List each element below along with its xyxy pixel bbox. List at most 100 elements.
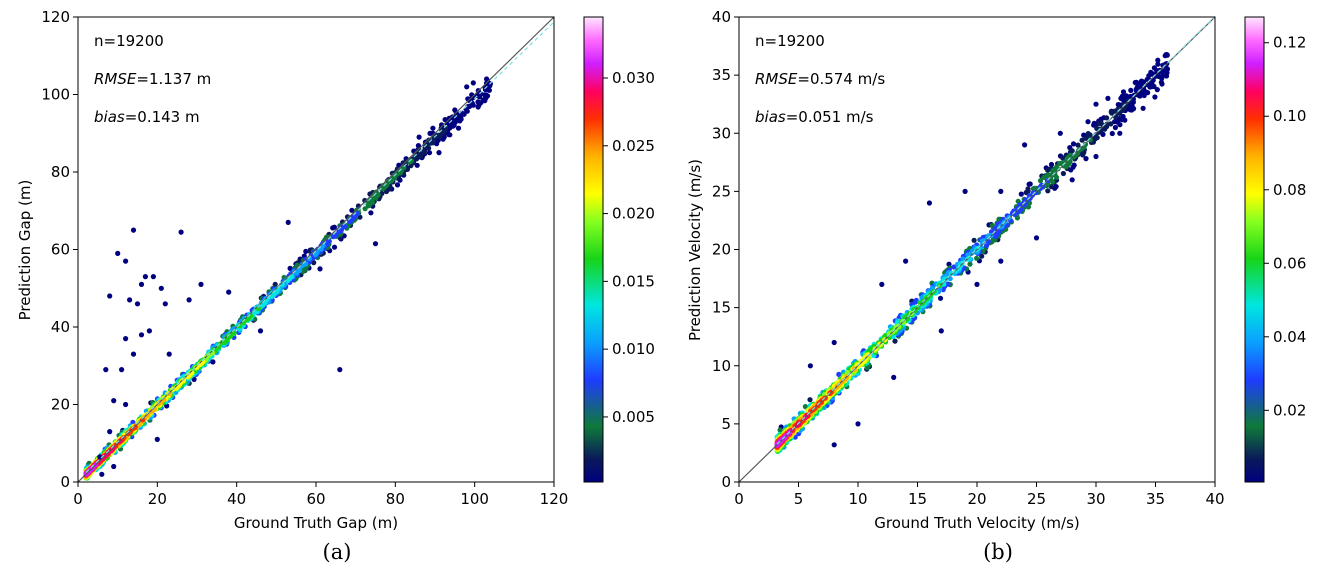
x-tick-label: 20 (148, 490, 167, 508)
scatter-point (303, 248, 309, 254)
panel-b: 0 5 10 15 20 25 30 35 40 0 5 10 15 20 25 30 35 40 n=19200… (686, 8, 1306, 564)
scatter-point (1037, 178, 1044, 184)
scatter-point (417, 151, 423, 157)
x-tick-label: 5 (794, 490, 804, 508)
scatter-point (1048, 161, 1055, 168)
outlier-point (1164, 66, 1170, 72)
outlier-point (962, 188, 968, 194)
x-tick-label: 25 (1027, 490, 1046, 508)
outlier-point (1022, 142, 1028, 148)
scatter-point (331, 244, 338, 250)
outlier-point (142, 274, 148, 280)
scatter-point (1154, 87, 1160, 93)
y-tick-label: 30 (712, 124, 731, 142)
y-axis-label-b: Prediction Velocity (m/s) (686, 159, 704, 341)
scatter-point (1060, 155, 1066, 161)
y-tick-label: 100 (41, 86, 70, 104)
scatter-point (414, 162, 420, 168)
outlier-point (317, 266, 323, 272)
outlier-point (831, 339, 837, 346)
outlier-point (138, 332, 145, 338)
outlier-point (123, 336, 129, 342)
outlier-point (1093, 101, 1099, 107)
y-tick-label: 60 (51, 241, 70, 259)
outlier-point (926, 200, 933, 206)
y-tick-label: 80 (51, 163, 70, 181)
y-tick-label: 15 (712, 299, 731, 317)
outlier-point (127, 297, 133, 303)
y-tick-label: 35 (712, 66, 731, 84)
bias-annotation-b: bias=0.051 m/s (755, 108, 874, 126)
colorbar-gradient (583, 16, 604, 483)
outlier-point (186, 297, 192, 303)
y-tick-label: 10 (712, 357, 731, 375)
y-axis-label-a: Prediction Gap (m) (16, 180, 34, 321)
outlier-point (130, 227, 137, 233)
x-axis-label-a: Ground Truth Gap (m) (234, 514, 398, 532)
scatter-point (1163, 73, 1170, 79)
annotations-a: n=19200 RMSE=1.137 m bias=0.143 m (94, 32, 211, 126)
colorbar-tick-label: 0.025 (612, 137, 655, 155)
scatter-point (1071, 162, 1077, 168)
outlier-point (134, 301, 141, 307)
scatter-point (362, 197, 368, 204)
scatter-point (1079, 137, 1085, 143)
scatter-point (194, 364, 200, 371)
scatter-point (1140, 105, 1146, 111)
outlier-point (879, 281, 885, 287)
rmse-annotation-a: RMSE=1.137 m (94, 70, 211, 88)
x-tick-label: 80 (386, 490, 405, 508)
outlier-point (123, 401, 129, 408)
scatter-point (380, 185, 386, 191)
outlier-point (115, 250, 121, 256)
scatter-point (132, 424, 138, 430)
outlier-point (99, 471, 105, 477)
scatter-point (430, 125, 436, 131)
outlier-point (107, 293, 113, 299)
scatter-point (272, 281, 278, 287)
x-tick-label: 10 (848, 490, 867, 508)
x-tick-label: 60 (306, 490, 325, 508)
scatter-point (1055, 166, 1061, 172)
scatter-point (1070, 141, 1077, 147)
scatter-point (311, 260, 317, 266)
colorbar-tick-label: 0.030 (612, 69, 655, 87)
outlier-point (111, 398, 117, 404)
outlier-point (103, 367, 109, 373)
outlier-point (178, 229, 184, 235)
outlier-point (285, 219, 291, 225)
scatter-point (971, 237, 977, 243)
outlier-point (1093, 153, 1099, 160)
outlier-point (855, 421, 861, 427)
scatter-point (1083, 135, 1089, 141)
outlier-point (198, 281, 204, 287)
scatter-point (937, 295, 944, 301)
outlier-point (1033, 235, 1040, 241)
scatter-point (331, 224, 337, 230)
scatter-point (1158, 79, 1164, 85)
colorbar-tick-label: 0.10 (1273, 107, 1306, 125)
y-tick-label: 20 (51, 396, 70, 414)
colorbar-tick-label: 0.010 (612, 340, 655, 358)
outlier-point (452, 107, 458, 113)
scatter-point (1109, 130, 1115, 137)
colorbar-tick-label: 0.005 (612, 408, 655, 426)
outlier-point (97, 454, 103, 460)
y-tick-label: 20 (712, 241, 731, 259)
colorbar-tick-label: 0.020 (612, 205, 655, 223)
x-tick-label: 20 (967, 490, 986, 508)
colorbar-tick-label: 0.015 (612, 272, 655, 290)
scatter-point (325, 239, 331, 245)
panel-a: 0 20 40 60 80 100 120 0 20 40 60 80 100 120 n=19200 R… (16, 8, 655, 564)
y-tick-label: 0 (721, 473, 731, 491)
colorbar-tick-label: 0.08 (1273, 181, 1306, 199)
outlier-point (484, 76, 490, 82)
scatter-point (1112, 119, 1118, 125)
outlier-point (257, 328, 264, 334)
x-tick-label: 15 (908, 490, 927, 508)
caption-b: (b) (983, 540, 1013, 564)
x-tick-label: 40 (227, 490, 246, 508)
scatter-point (777, 427, 783, 433)
scatter-point (127, 429, 133, 435)
